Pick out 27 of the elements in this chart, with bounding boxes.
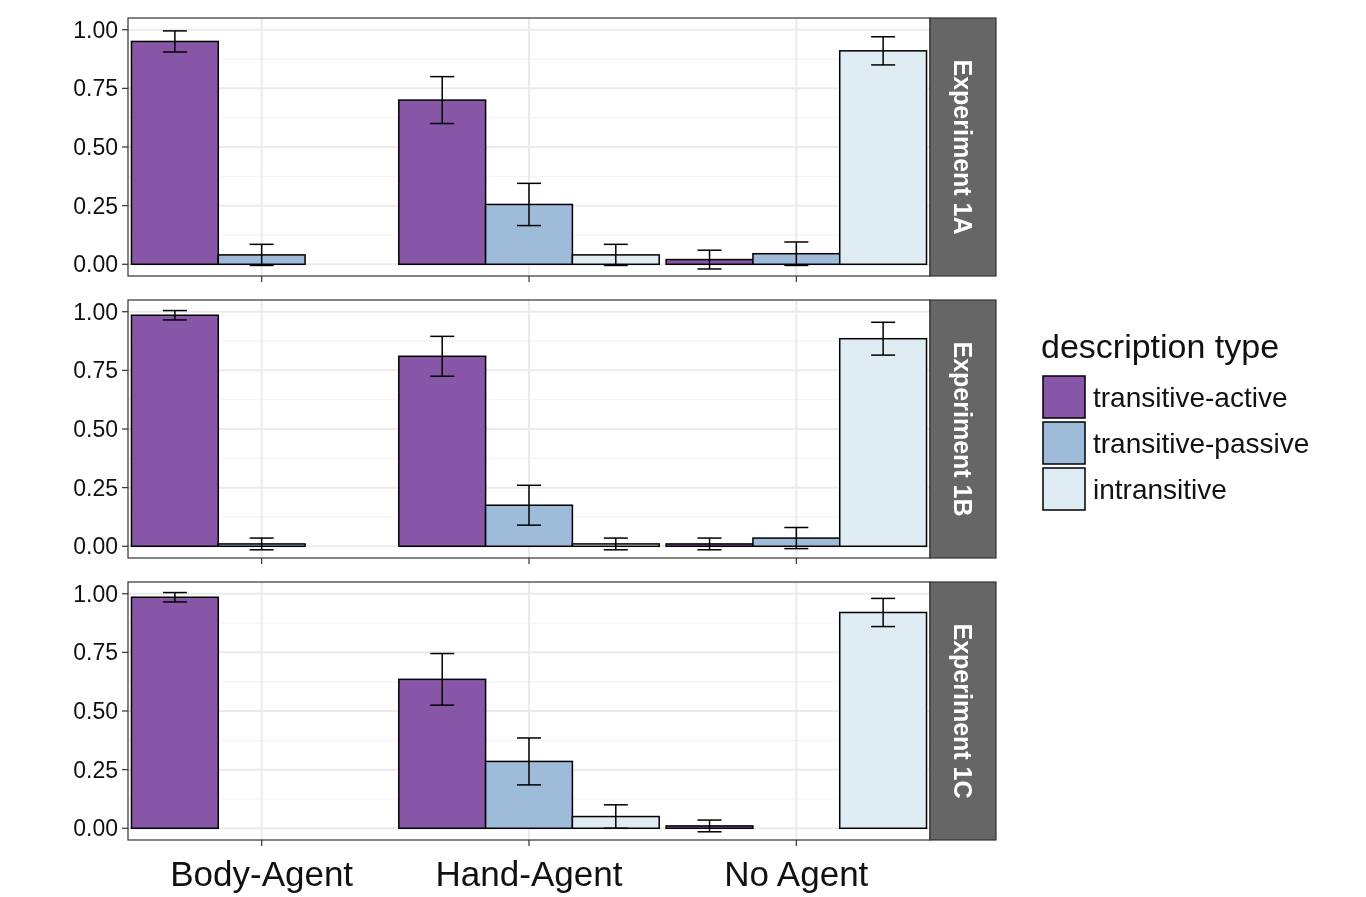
y-tick-label: 0.25	[73, 192, 118, 219]
y-tick-label: 0.50	[73, 134, 118, 161]
y-tick-label: 0.00	[73, 533, 118, 560]
bar	[130, 596, 220, 830]
y-tick-label: 1.00	[73, 298, 118, 325]
y-tick-label: 0.25	[73, 756, 118, 783]
y-tick-label: 0.50	[73, 698, 118, 725]
x-tick-label: No Agent	[724, 854, 869, 893]
text: Experiment 1A	[949, 59, 978, 235]
x-tick-label: Hand-Agent	[435, 854, 623, 893]
legend-label: transitive-active	[1093, 381, 1288, 413]
y-tick-label: 0.00	[73, 815, 118, 842]
y-tick-label: 0.75	[73, 75, 118, 102]
legend-title: description type	[1041, 327, 1280, 365]
y-tick-label: 0.50	[73, 416, 118, 443]
x-tick-label: Body-Agent	[170, 854, 354, 893]
text: Experiment 1B	[949, 341, 978, 517]
legend-label: transitive-passive	[1093, 427, 1310, 459]
legend-label: intransitive	[1093, 473, 1227, 505]
text: Experiment 1C	[949, 623, 978, 799]
y-tick-label: 0.25	[73, 474, 118, 501]
y-tick-label: 0.00	[73, 251, 118, 278]
bar	[665, 825, 754, 830]
y-tick-label: 1.00	[73, 16, 118, 43]
y-tick-label: 1.00	[73, 580, 118, 607]
y-tick-label: 0.75	[73, 639, 118, 666]
y-tick-label: 0.75	[73, 357, 118, 384]
